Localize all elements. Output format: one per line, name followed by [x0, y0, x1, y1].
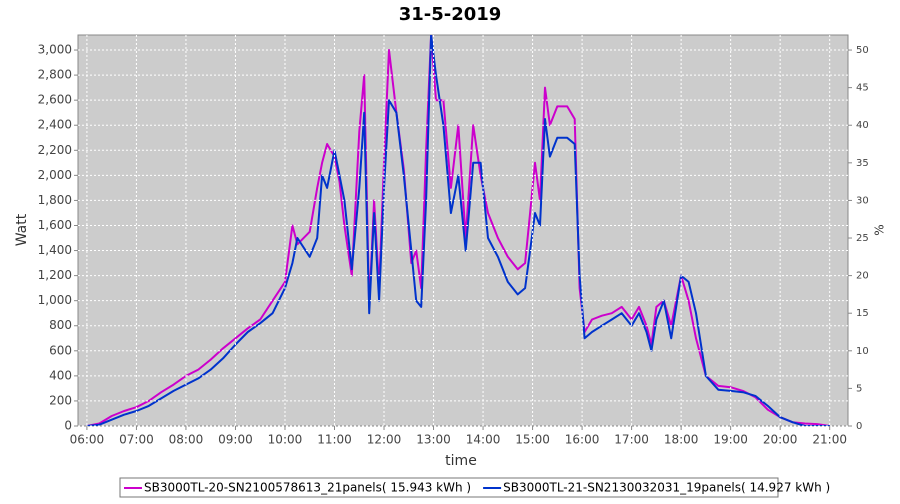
y-tick-label: 400: [49, 368, 72, 382]
x-tick-label: 16:00: [565, 433, 600, 447]
y2-tick-label: 30: [856, 195, 869, 206]
x-tick-label: 19:00: [713, 433, 748, 447]
x-tick-label: 14:00: [466, 433, 501, 447]
x-tick-label: 12:00: [367, 433, 402, 447]
x-tick-label: 18:00: [664, 433, 699, 447]
x-tick-label: 08:00: [169, 433, 204, 447]
y2-tick-label: 45: [856, 83, 869, 94]
y-tick-label: 2,000: [38, 168, 72, 182]
y2-tick-label: 50: [856, 45, 869, 56]
y-tick-label: 600: [49, 343, 72, 357]
x-tick-label: 20:00: [763, 433, 798, 447]
y2-tick-label: 15: [856, 308, 869, 319]
x-tick-label: 10:00: [268, 433, 303, 447]
y-tick-label: 3,000: [38, 43, 72, 57]
y-tick-label: 200: [49, 393, 72, 407]
legend: [119, 477, 779, 498]
y2-tick-label: 25: [856, 233, 869, 244]
y-tick-label: 1,000: [38, 293, 72, 307]
y2-tick-label: 35: [856, 158, 869, 169]
lines: [86, 35, 830, 426]
y2-tick-label: 10: [856, 346, 869, 357]
y2-tick-label: 20: [856, 271, 869, 282]
x-tick-label: 06:00: [70, 433, 105, 447]
x-tick-label: 15:00: [515, 433, 550, 447]
x-tick-label: 07:00: [119, 433, 154, 447]
x-axis-label: time: [445, 453, 477, 469]
chart-title: 31-5-2019: [399, 4, 502, 25]
y2-tick-label: 5: [856, 383, 862, 394]
series-line: [86, 35, 830, 426]
x-tick-label: 09:00: [218, 433, 253, 447]
y-axis-label: Watt: [14, 213, 30, 246]
y-tick-label: 1,800: [38, 193, 72, 207]
x-tick-label: 17:00: [614, 433, 649, 447]
y-tick-label: 0: [64, 419, 72, 433]
y2-axis-label: %: [873, 224, 887, 235]
x-tick-label: 13:00: [416, 433, 451, 447]
y-tick-label: 1,600: [38, 218, 72, 232]
y-tick-label: 2,400: [38, 118, 72, 132]
series-line: [86, 35, 830, 426]
y-tick-label: 1,200: [38, 268, 72, 282]
legend-label: SB3000TL-20-SN2100578613_21panels( 15.94…: [144, 481, 471, 495]
y-tick-label: 2,600: [38, 93, 72, 107]
y-tick-label: 2,200: [38, 143, 72, 157]
y-tick-label: 800: [49, 318, 72, 332]
y-tick-label: 1,400: [38, 243, 72, 257]
x-tick-label: 21:00: [812, 433, 847, 447]
legend-label: SB3000TL-21-SN2130032031_19panels( 14.92…: [503, 481, 830, 495]
y-tick-label: 2,800: [38, 68, 72, 82]
x-tick-label: 11:00: [317, 433, 352, 447]
y2-tick-label: 0: [856, 421, 862, 432]
y2-tick-label: 40: [856, 120, 869, 131]
